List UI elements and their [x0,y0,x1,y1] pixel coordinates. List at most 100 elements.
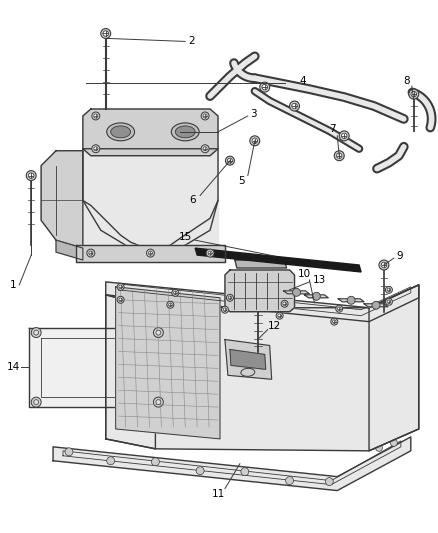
Polygon shape [106,285,419,451]
Polygon shape [41,151,83,248]
Circle shape [283,302,286,305]
Circle shape [94,114,98,118]
Circle shape [65,448,73,456]
Circle shape [409,89,419,99]
Circle shape [290,101,300,111]
Text: 1: 1 [10,280,17,290]
Circle shape [411,91,417,97]
Polygon shape [230,350,266,369]
Text: 11: 11 [212,489,225,498]
Ellipse shape [107,123,134,141]
Circle shape [381,262,387,268]
Text: 10: 10 [298,269,311,279]
Circle shape [92,112,100,120]
Polygon shape [116,287,220,439]
Polygon shape [369,285,419,451]
Text: 7: 7 [329,124,336,134]
Polygon shape [283,291,309,294]
Circle shape [385,286,392,293]
Circle shape [31,328,41,337]
Circle shape [152,458,159,466]
Circle shape [203,147,207,151]
Circle shape [336,153,342,158]
Polygon shape [106,282,419,321]
Circle shape [172,289,179,296]
Ellipse shape [241,368,255,376]
Circle shape [156,330,161,335]
Circle shape [206,249,214,257]
Circle shape [276,312,283,319]
Polygon shape [83,109,218,156]
Polygon shape [53,437,411,490]
Polygon shape [235,260,286,268]
Circle shape [26,171,36,181]
Text: 4: 4 [300,76,306,86]
Circle shape [203,114,207,118]
Circle shape [117,284,124,290]
Circle shape [119,285,122,288]
Circle shape [28,173,34,179]
Circle shape [332,320,336,324]
Circle shape [146,249,155,257]
Circle shape [342,133,347,139]
Circle shape [372,301,380,309]
Circle shape [387,288,391,292]
Text: 13: 13 [312,275,326,285]
Circle shape [92,145,100,153]
Circle shape [260,82,270,92]
Circle shape [252,138,258,143]
Circle shape [390,439,397,446]
Circle shape [153,328,163,337]
Circle shape [107,457,115,465]
Text: 12: 12 [268,321,281,330]
Text: 3: 3 [250,109,256,119]
Polygon shape [83,149,218,248]
Circle shape [347,296,355,304]
Circle shape [103,31,109,36]
Circle shape [201,145,209,153]
Text: 8: 8 [403,76,410,86]
Circle shape [94,147,98,151]
Text: 9: 9 [397,251,403,261]
Circle shape [156,400,161,405]
Circle shape [293,288,300,296]
Circle shape [292,103,297,109]
Circle shape [196,467,204,475]
Circle shape [208,251,212,255]
Circle shape [223,308,227,311]
Circle shape [117,296,124,303]
Circle shape [169,303,172,306]
Ellipse shape [175,126,195,138]
Circle shape [148,251,152,255]
Circle shape [375,445,382,451]
Circle shape [278,314,281,318]
Circle shape [385,298,392,305]
Circle shape [167,301,174,308]
Circle shape [250,136,260,146]
Circle shape [331,318,338,325]
Circle shape [338,307,341,310]
Polygon shape [225,340,272,379]
Circle shape [222,306,229,313]
Circle shape [262,84,268,90]
Polygon shape [225,270,294,312]
Circle shape [339,131,349,141]
Text: 15: 15 [179,232,192,242]
Polygon shape [364,304,388,307]
Polygon shape [106,295,155,449]
Circle shape [226,156,234,165]
Circle shape [89,251,93,255]
Circle shape [173,291,177,295]
Circle shape [379,260,389,270]
Text: 6: 6 [189,196,195,205]
Circle shape [228,296,232,300]
Ellipse shape [111,126,131,138]
Circle shape [334,151,344,160]
Circle shape [286,477,293,484]
Circle shape [226,294,233,301]
Ellipse shape [171,123,199,141]
Circle shape [119,298,122,302]
Circle shape [325,478,333,486]
Polygon shape [304,295,328,298]
Polygon shape [56,240,83,260]
